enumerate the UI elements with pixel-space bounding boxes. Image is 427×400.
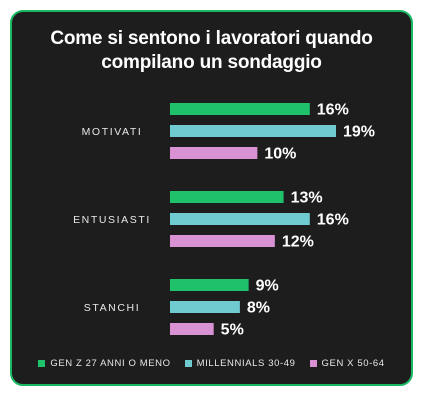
legend-label-1: MILLENNIALS 30-49 xyxy=(196,358,296,369)
chart-title: Come si sentono i lavoratori quando comp… xyxy=(12,27,411,75)
bar-motivati-series-0 xyxy=(170,103,310,115)
value-label-motivati-series-1: 19% xyxy=(343,124,375,141)
legend-item-1: MILLENNIALS 30-49 xyxy=(184,358,296,369)
bar-stanchi-series-2 xyxy=(170,323,214,335)
legend-swatch-0 xyxy=(38,360,46,367)
legend-label-2: GEN X 50-64 xyxy=(321,358,385,369)
value-label-stanchi-series-1: 8% xyxy=(247,300,270,317)
value-label-motivati-series-2: 10% xyxy=(264,146,296,163)
legend-swatch-2 xyxy=(309,360,317,367)
chart-legend: GEN Z 27 ANNI O MENO MILLENNIALS 30-49 GEN… xyxy=(12,358,411,369)
legend-item-2: GEN X 50-64 xyxy=(309,358,385,369)
value-label-entusiasti-series-2: 12% xyxy=(282,234,314,251)
category-label-entusiasti: ENTUSIASTI xyxy=(73,214,151,226)
bar-stanchi-series-0 xyxy=(170,279,249,291)
bar-motivati-series-2 xyxy=(170,147,258,159)
bar-motivati-series-1 xyxy=(170,125,336,137)
value-label-entusiasti-series-1: 16% xyxy=(317,212,349,229)
category-label-motivati: MOTIVATI xyxy=(82,126,143,138)
legend-swatch-1 xyxy=(184,360,192,367)
bar-stanchi-series-1 xyxy=(170,301,240,313)
chart-card: Come si sentono i lavoratori quando comp… xyxy=(10,10,413,386)
chart-title-line-1: Come si sentono i lavoratori quando xyxy=(50,28,373,49)
value-label-motivati-series-0: 16% xyxy=(317,102,349,119)
value-label-entusiasti-series-0: 13% xyxy=(291,190,323,207)
legend-item-0: GEN Z 27 ANNI O MENO xyxy=(38,358,170,369)
value-label-stanchi-series-0: 9% xyxy=(256,278,279,295)
bar-entusiasti-series-0 xyxy=(170,191,284,203)
bar-entusiasti-series-2 xyxy=(170,235,275,247)
category-label-stanchi: STANCHI xyxy=(84,302,141,314)
bar-entusiasti-series-1 xyxy=(170,213,310,225)
value-label-stanchi-series-2: 5% xyxy=(221,322,244,339)
bar-chart: MOTIVATI16%19%10%ENTUSIASTI13%16%12%STAN… xyxy=(73,102,375,339)
chart-title-line-2: compilano un sondaggio xyxy=(101,52,322,73)
legend-label-0: GEN Z 27 ANNI O MENO xyxy=(50,358,171,369)
